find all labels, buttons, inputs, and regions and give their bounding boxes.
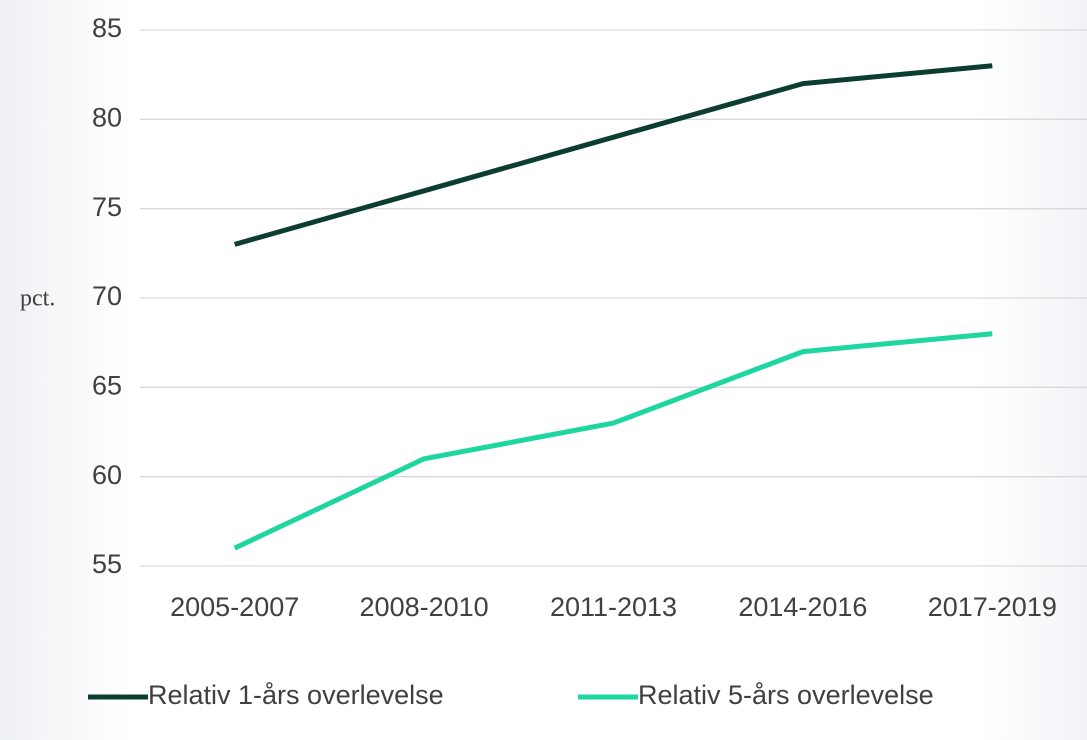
y-axis-label: pct.: [20, 286, 55, 312]
legend-label: Relativ 5-års overlevelse: [638, 680, 934, 710]
legend-label: Relativ 1-års overlevelse: [148, 680, 444, 710]
x-tick-label: 2011-2013: [550, 592, 677, 622]
y-tick-label: 80: [92, 102, 122, 132]
x-tick-label: 2008-2010: [360, 592, 489, 622]
y-tick-label: 65: [92, 370, 122, 400]
y-tick-label: 55: [92, 549, 122, 579]
y-tick-label: 70: [92, 281, 122, 311]
y-tick-label: 60: [92, 460, 122, 490]
x-tick-label: 2005-2007: [170, 592, 299, 622]
x-tick-label: 2014-2016: [738, 592, 867, 622]
series-line: [234, 63, 993, 247]
y-tick-label: 75: [92, 192, 122, 222]
series-line: [233, 331, 993, 551]
x-tick-label: 2017-2019: [928, 592, 1057, 622]
y-tick-label: 85: [92, 13, 122, 43]
